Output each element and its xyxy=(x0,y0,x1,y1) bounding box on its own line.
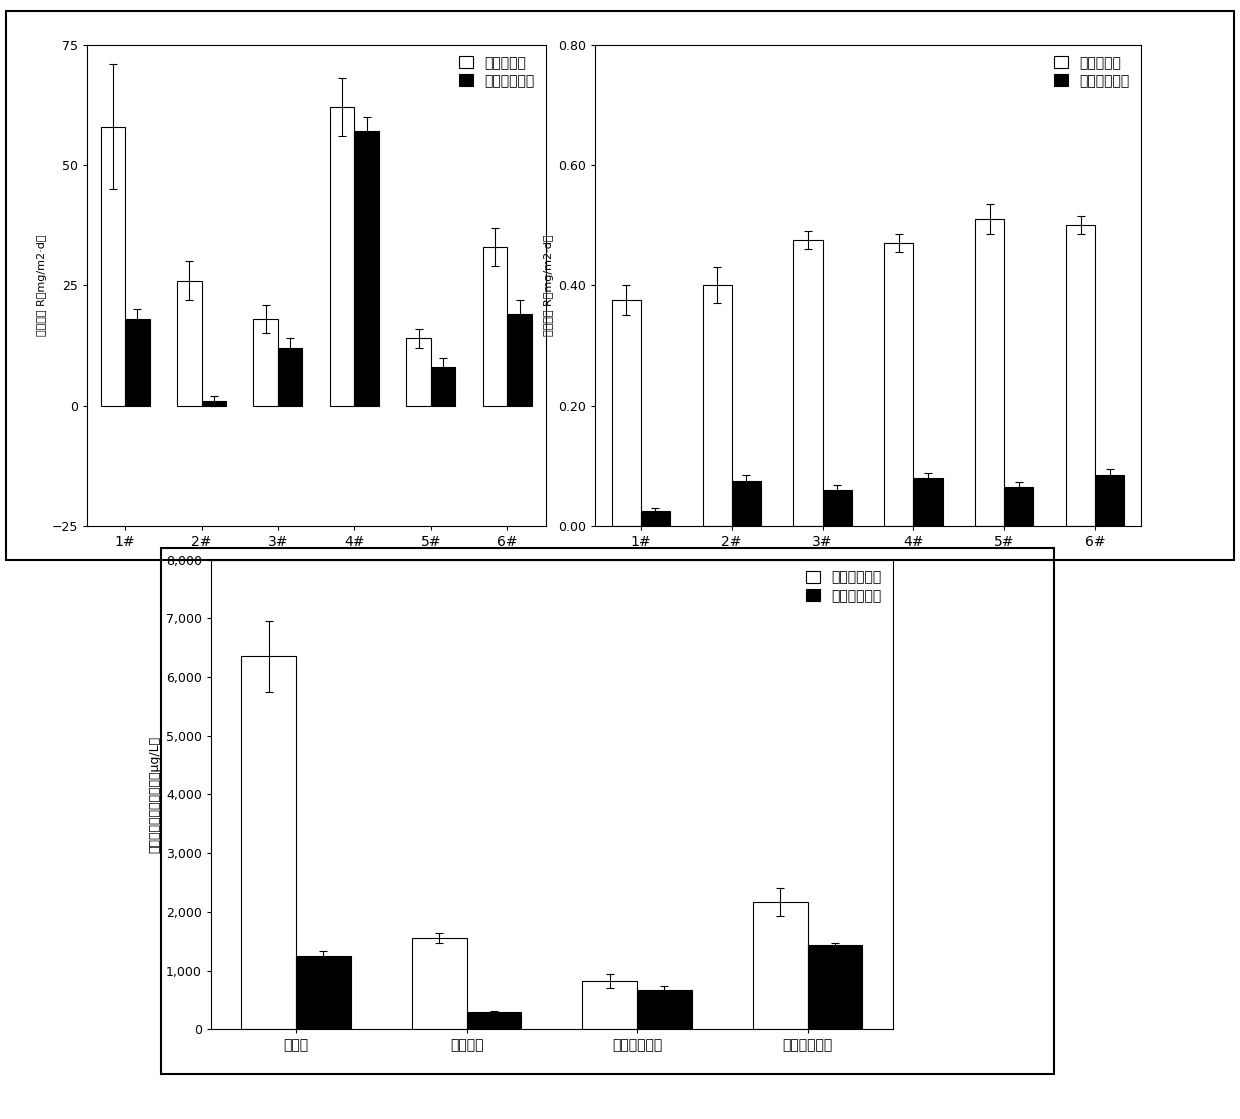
Bar xyxy=(822,490,852,526)
Bar xyxy=(355,131,379,405)
Bar xyxy=(637,989,692,1029)
Bar xyxy=(330,107,355,405)
Bar xyxy=(278,348,303,405)
Bar xyxy=(914,478,942,526)
Bar xyxy=(100,126,125,405)
Bar xyxy=(296,956,351,1029)
Legend: 治理前对照, 治理后水草区: 治理前对照, 治理后水草区 xyxy=(1050,51,1133,92)
Bar xyxy=(432,367,455,405)
Bar xyxy=(1004,487,1033,526)
Bar xyxy=(201,401,226,405)
Bar xyxy=(125,319,150,405)
Y-axis label: 水体中含硫有机物浓度（μg/L）: 水体中含硫有机物浓度（μg/L） xyxy=(149,736,161,853)
Legend: 治理前对照, 治理后水草区: 治理前对照, 治理后水草区 xyxy=(455,51,538,92)
Bar xyxy=(482,247,507,405)
Bar xyxy=(703,285,732,526)
Bar xyxy=(177,281,201,405)
Bar xyxy=(611,300,641,526)
Bar xyxy=(466,1013,521,1029)
Legend: 治理前对照区, 治理后水草区: 治理前对照区, 治理后水草区 xyxy=(802,566,885,606)
Bar xyxy=(976,219,1004,526)
Bar xyxy=(507,314,532,405)
Bar xyxy=(583,981,637,1029)
Bar xyxy=(753,902,807,1029)
Y-axis label: 漓流速率 R（mg/m2·d）: 漓流速率 R（mg/m2·d） xyxy=(37,235,47,336)
Bar xyxy=(794,241,822,526)
Bar xyxy=(412,938,466,1029)
Bar xyxy=(1095,474,1125,526)
Y-axis label: 漓流速率 R（mg/m2·d）: 漓流速率 R（mg/m2·d） xyxy=(544,235,554,336)
Bar xyxy=(242,657,296,1029)
Bar xyxy=(884,243,914,526)
Bar xyxy=(641,511,670,526)
Bar xyxy=(407,338,432,405)
Bar xyxy=(253,319,278,405)
Bar xyxy=(732,481,760,526)
Bar xyxy=(807,946,862,1029)
Bar xyxy=(1066,225,1095,526)
